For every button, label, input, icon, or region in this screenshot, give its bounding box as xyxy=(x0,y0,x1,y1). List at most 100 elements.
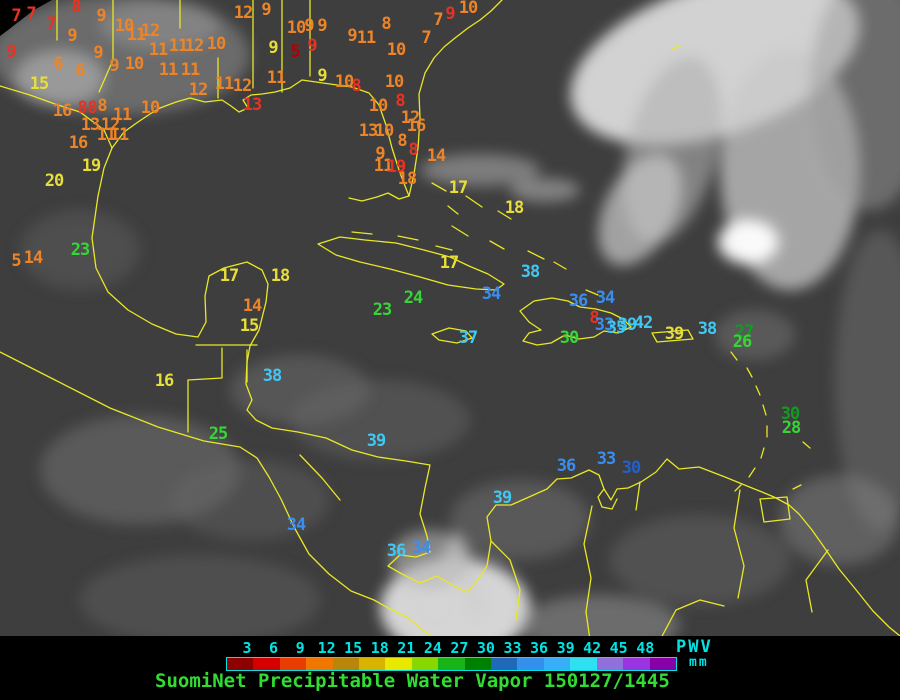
colorbar-tick-label: 9 xyxy=(295,639,305,657)
station-pwv-value: 11 xyxy=(110,125,129,145)
colorbar-tick-label: 6 xyxy=(269,639,279,657)
station-pwv-value: 34 xyxy=(482,284,501,304)
colorbar-tick-label: 12 xyxy=(317,639,336,657)
station-pwv-value: 11 xyxy=(357,28,376,48)
station-pwv-value: 6 xyxy=(53,54,63,74)
station-pwv-value: 14 xyxy=(24,248,43,268)
station-pwv-value: 9 xyxy=(375,144,385,164)
station-pwv-value: 14 xyxy=(427,146,446,166)
station-pwv-value: 34 xyxy=(412,538,431,558)
station-pwv-value: 11 xyxy=(113,105,132,125)
station-pwv-value: 42 xyxy=(634,313,652,333)
colorbar-tick-label: 45 xyxy=(609,639,628,657)
colorbar-tick-label: 36 xyxy=(530,639,549,657)
colorbar-segment xyxy=(227,658,254,670)
station-pwv-value: 38 xyxy=(521,262,540,282)
station-pwv-value: 39 xyxy=(367,431,386,451)
colorbar-tick-label: 48 xyxy=(636,639,655,657)
colorbar-segment xyxy=(359,658,386,670)
station-pwv-value: 9 xyxy=(93,43,103,63)
station-pwv-value: 16 xyxy=(155,371,174,391)
station-pwv-value: 13 xyxy=(81,115,100,135)
station-pwv-value: 9 xyxy=(268,38,278,58)
colorbar-tick-label: 27 xyxy=(450,639,469,657)
station-pwv-value: 10 xyxy=(335,72,354,92)
colorbar-tick-label: 3 xyxy=(242,639,252,657)
station-pwv-value: 16 xyxy=(407,116,426,136)
station-pwv-value: 10 xyxy=(369,96,388,116)
station-pwv-value: 12 xyxy=(234,3,252,23)
station-pwv-value: 36 xyxy=(387,541,406,561)
station-pwv-value: 37 xyxy=(459,328,477,348)
colorbar-segment xyxy=(596,658,624,670)
coastline-overlay xyxy=(0,0,900,641)
station-pwv-value: 35 xyxy=(607,318,626,338)
station-pwv-value: 16 xyxy=(69,133,88,153)
station-pwv-value: 9 xyxy=(445,4,455,24)
station-pwv-value: 13 xyxy=(359,121,378,141)
station-pwv-value: 30 xyxy=(781,404,800,424)
station-pwv-value: 11 xyxy=(97,125,116,145)
colorbar-unit-sub-label: mm xyxy=(689,655,709,670)
station-pwv-value: 19 xyxy=(82,156,101,176)
station-pwv-value: 8 xyxy=(77,98,87,118)
station-pwv-value: 12 xyxy=(185,36,203,56)
colorbar-segment xyxy=(306,658,333,670)
colorbar-segment xyxy=(517,658,544,670)
station-pwv-value: 13 xyxy=(243,95,262,115)
station-pwv-value: 9 xyxy=(67,26,77,46)
colorbar-segment xyxy=(438,658,465,670)
colorbar-segment xyxy=(623,658,650,670)
station-pwv-value: 27 xyxy=(735,322,753,342)
station-pwv-value: 30 xyxy=(560,328,579,348)
colorbar-tick-label: 33 xyxy=(503,639,522,657)
station-pwv-value: 14 xyxy=(243,296,262,316)
station-pwv-value: 8 xyxy=(87,98,97,118)
station-pwv-value: 30 xyxy=(622,458,641,478)
station-pwv-value: 39 xyxy=(665,324,684,344)
no-data-corner xyxy=(0,0,52,36)
station-pwv-value: 9 xyxy=(317,66,327,86)
colorbar-segment xyxy=(385,658,412,670)
legend-footer: 3 6 9 12 15 18 21 24 27 30 33 36 39 42 45 48 PWV mm Suo… xyxy=(0,636,900,700)
station-pwv-value: 8 xyxy=(589,308,599,328)
station-pwv-value: 8 xyxy=(381,14,391,34)
station-pwv-value: 10 xyxy=(385,72,404,92)
station-pwv-value: 10 xyxy=(125,54,144,74)
station-pwv-value: 12 xyxy=(233,76,251,96)
station-pwv-value: 36 xyxy=(569,291,588,311)
station-pwv-value: 19 xyxy=(387,157,406,177)
station-pwv-value: 23 xyxy=(373,300,392,320)
station-pwv-value: 7 xyxy=(11,6,20,26)
station-pwv-value: 36 xyxy=(557,456,576,476)
station-pwv-value: 28 xyxy=(782,418,801,438)
colorbar-segment xyxy=(253,658,280,670)
station-pwv-value: 25 xyxy=(209,424,228,444)
station-pwv-value: 9 xyxy=(6,42,16,62)
station-pwv-value: 9 xyxy=(109,56,119,76)
colorbar-segment xyxy=(464,658,492,670)
station-pwv-value: 7 xyxy=(433,10,442,30)
station-pwv-value: 18 xyxy=(505,198,524,218)
colorbar-segment xyxy=(279,658,307,670)
station-pwv-value: 10 xyxy=(141,98,160,118)
station-pwv-value: 17 xyxy=(220,266,238,286)
station-pwv-value: 5 xyxy=(11,251,21,271)
station-pwv-value: 15 xyxy=(30,74,49,94)
station-pwv-value: 8 xyxy=(395,91,405,111)
colorbar xyxy=(226,657,677,671)
station-pwv-value: 23 xyxy=(71,240,90,260)
station-pwv-value: 6 xyxy=(75,61,85,81)
station-pwv-value: 33 xyxy=(597,449,616,469)
station-pwv-value: 8 xyxy=(408,140,418,160)
station-pwv-value: 24 xyxy=(404,288,423,308)
station-pwv-value: 10 xyxy=(375,121,394,141)
colorbar-tick-label: 24 xyxy=(423,639,442,657)
station-pwv-value: 11 xyxy=(181,60,200,80)
station-pwv-value: 15 xyxy=(240,316,259,336)
station-pwv-value: 9 xyxy=(307,36,317,56)
station-pwv-value: 12 xyxy=(189,80,207,100)
station-pwv-value: 10 xyxy=(387,40,406,60)
